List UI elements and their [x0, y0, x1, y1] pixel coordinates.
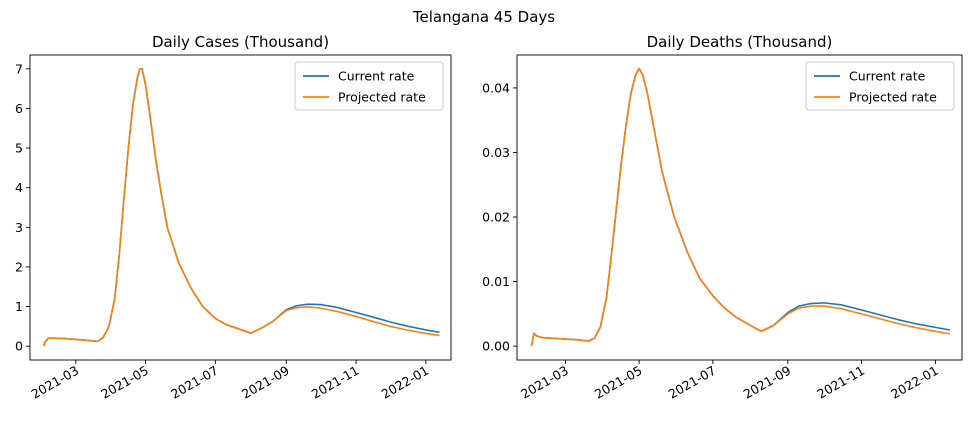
x-tick-label: 2021-03: [29, 363, 82, 402]
legend-label: Projected rate: [849, 90, 937, 105]
y-tick-label: 0.03: [482, 145, 510, 160]
legend-box: [294, 61, 444, 111]
figure-suptitle: Telangana 45 Days: [412, 8, 556, 26]
legend-label: Current rate: [338, 69, 415, 84]
legend-box: [805, 61, 955, 111]
y-tick-label: 0.01: [482, 274, 510, 289]
plot-frame: [516, 54, 963, 361]
y-tick-label: 5: [15, 141, 23, 156]
x-tick-label: 2021-07: [666, 363, 719, 402]
chart-title: Daily Cases (Thousand): [152, 33, 329, 51]
x-tick-label: 2022-01: [888, 363, 941, 402]
y-tick-label: 0.04: [482, 80, 510, 95]
plot-frame: [29, 54, 452, 361]
x-tick-label: 2021-11: [309, 363, 362, 402]
chart-legend: Current rate Projected rate: [805, 61, 955, 111]
series-line-projected-rate: [42, 68, 440, 347]
chart-panel-1: Daily Cases (Thousand) 0 1 2 3 4 5 6 7 2021-03 202…: [15, 33, 452, 402]
chart-legend: Current rate Projected rate: [294, 61, 444, 111]
y-tick-label: 7: [15, 61, 23, 76]
series-line-projected-rate: [530, 67, 951, 347]
y-tick-label: 0: [15, 339, 23, 354]
legend-label: Projected rate: [338, 90, 426, 105]
y-tick-label: 3: [15, 220, 23, 235]
y-tick-label: 1: [15, 299, 23, 314]
x-tick-label: 2021-09: [239, 363, 292, 402]
x-tick-label: 2021-07: [168, 363, 221, 402]
x-tick-label: 2021-05: [98, 363, 151, 402]
y-tick-label: 2: [15, 259, 23, 274]
x-tick-label: 2021-11: [814, 363, 867, 402]
y-tick-label: 6: [15, 101, 23, 116]
x-tick-label: 2021-09: [741, 363, 794, 402]
x-tick-label: 2021-05: [592, 363, 645, 402]
y-tick-label: 4: [15, 180, 23, 195]
y-tick-label: 0.02: [482, 210, 510, 225]
x-tick-label: 2022-01: [379, 363, 432, 402]
y-tick-label: 0.00: [482, 339, 510, 354]
chart-panel-2: Daily Deaths (Thousand) 0.00 0.01 0.02 0.03 0…: [482, 33, 963, 402]
legend-label: Current rate: [849, 69, 926, 84]
chart-title: Daily Deaths (Thousand): [647, 33, 833, 51]
x-tick-label: 2021-03: [518, 363, 571, 402]
